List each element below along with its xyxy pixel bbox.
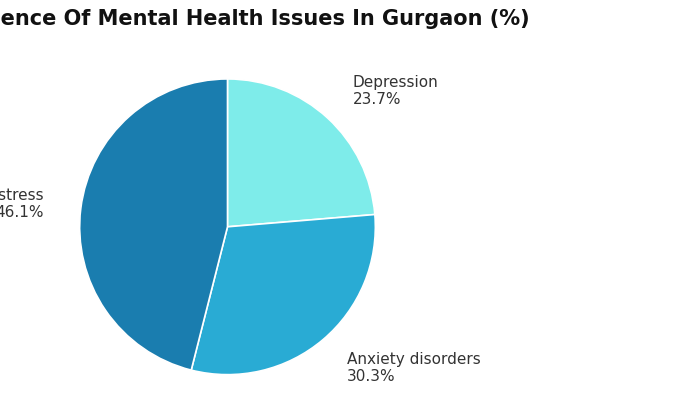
Wedge shape: [80, 79, 228, 370]
Wedge shape: [191, 215, 375, 375]
Title: Prevalence Of Mental Health Issues In Gurgaon (%): Prevalence Of Mental Health Issues In Gu…: [0, 9, 529, 29]
Text: Depression
23.7%: Depression 23.7%: [353, 75, 438, 107]
Text: Anxiety disorders
30.3%: Anxiety disorders 30.3%: [347, 352, 481, 384]
Wedge shape: [228, 79, 374, 227]
Text: Workplace stress
46.1%: Workplace stress 46.1%: [0, 188, 44, 220]
